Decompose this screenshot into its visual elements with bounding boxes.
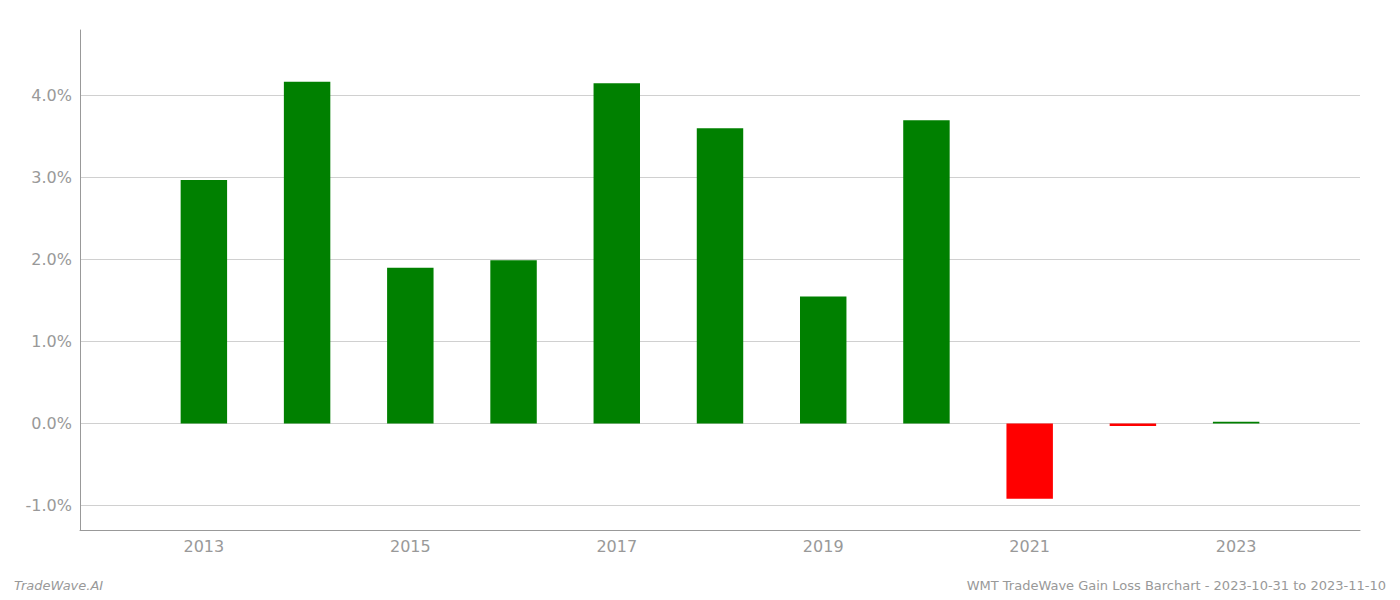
svg-text:WMT TradeWave Gain Loss Barcha: WMT TradeWave Gain Loss Barchart - 2023-… bbox=[967, 578, 1386, 593]
svg-text:2013: 2013 bbox=[184, 537, 225, 556]
svg-text:2015: 2015 bbox=[390, 537, 431, 556]
svg-text:3.0%: 3.0% bbox=[31, 168, 72, 187]
svg-text:2017: 2017 bbox=[596, 537, 637, 556]
svg-text:1.0%: 1.0% bbox=[31, 332, 72, 351]
svg-text:2019: 2019 bbox=[803, 537, 844, 556]
svg-text:2021: 2021 bbox=[1009, 537, 1050, 556]
svg-text:0.0%: 0.0% bbox=[31, 414, 72, 433]
svg-text:TradeWave.AI: TradeWave.AI bbox=[14, 578, 103, 593]
svg-text:-1.0%: -1.0% bbox=[26, 496, 72, 515]
svg-text:4.0%: 4.0% bbox=[31, 86, 72, 105]
svg-text:2023: 2023 bbox=[1216, 537, 1257, 556]
svg-text:2.0%: 2.0% bbox=[31, 250, 72, 269]
